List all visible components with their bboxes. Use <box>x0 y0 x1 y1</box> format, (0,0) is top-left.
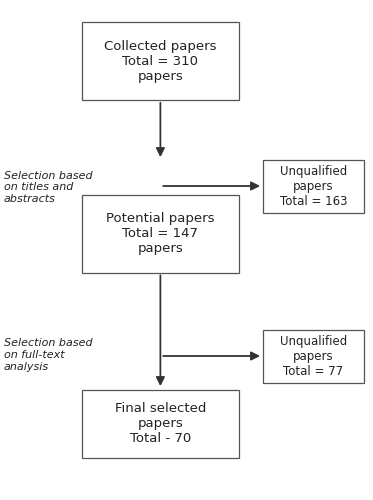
Text: Unqualified
papers
Total = 77: Unqualified papers Total = 77 <box>280 335 347 378</box>
Text: Unqualified
papers
Total = 163: Unqualified papers Total = 163 <box>280 165 347 208</box>
Text: Selection based
on full-text
analysis: Selection based on full-text analysis <box>4 338 93 372</box>
Text: Final selected
papers
Total - 70: Final selected papers Total - 70 <box>115 402 206 445</box>
FancyBboxPatch shape <box>82 390 239 458</box>
FancyBboxPatch shape <box>82 195 239 272</box>
Text: Collected papers
Total = 310
papers: Collected papers Total = 310 papers <box>104 40 217 82</box>
Text: Selection based
on titles and
abstracts: Selection based on titles and abstracts <box>4 171 93 204</box>
FancyBboxPatch shape <box>82 22 239 100</box>
Text: Potential papers
Total = 147
papers: Potential papers Total = 147 papers <box>106 212 214 255</box>
FancyBboxPatch shape <box>263 160 364 212</box>
FancyBboxPatch shape <box>263 330 364 382</box>
